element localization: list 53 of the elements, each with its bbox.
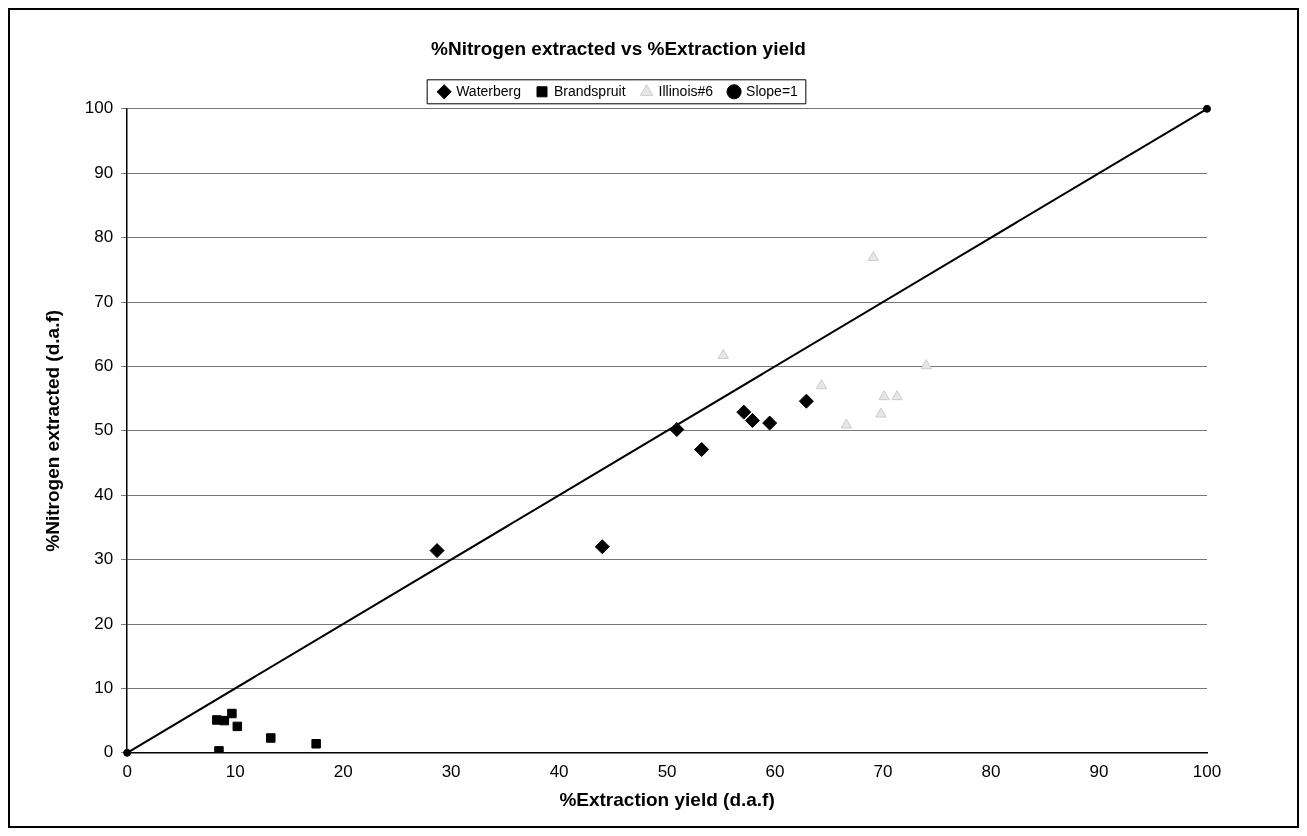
point <box>429 543 445 559</box>
y-tick-label: 50 <box>94 420 114 440</box>
y-tick-label: 40 <box>94 484 114 504</box>
point <box>594 539 610 555</box>
point <box>311 739 321 749</box>
x-tick-label: 40 <box>549 761 569 781</box>
y-tick-label: 90 <box>94 162 114 182</box>
point <box>219 715 230 726</box>
x-tick-label: 100 <box>1192 761 1222 781</box>
y-tick-label: 60 <box>94 356 114 376</box>
point <box>840 418 853 429</box>
point <box>232 721 243 732</box>
y-tick-label: 30 <box>94 549 114 569</box>
point <box>736 404 752 420</box>
legend-label: Slope=1 <box>746 82 799 99</box>
point <box>123 748 132 757</box>
point <box>227 708 237 719</box>
point <box>717 348 729 359</box>
point <box>867 251 880 262</box>
point <box>669 422 685 438</box>
x-tick-label: 20 <box>333 761 353 781</box>
x-tick-label: 0 <box>122 761 132 781</box>
point <box>920 359 932 370</box>
point <box>762 415 778 431</box>
legend-label: Brandspruit <box>554 82 626 99</box>
y-axis-title: %Nitrogen extracted (d.a.f) <box>41 309 63 552</box>
point <box>266 733 276 743</box>
y-tick-label: 100 <box>84 98 114 118</box>
point <box>875 407 887 418</box>
point <box>798 393 814 409</box>
x-tick-label: 80 <box>981 761 1001 781</box>
x-tick-label: 50 <box>657 761 677 781</box>
y-tick-label: 70 <box>94 291 114 311</box>
y-tick-label: 80 <box>94 227 114 247</box>
legend-label: Waterberg <box>456 82 522 99</box>
x-tick-label: 30 <box>441 761 461 781</box>
point <box>1203 104 1211 113</box>
y-tick-label: 10 <box>94 678 114 698</box>
y-tick-label: 20 <box>94 613 114 633</box>
x-tick-label: 10 <box>225 761 245 781</box>
y-tick-label: 0 <box>103 742 114 762</box>
x-tick-label: 70 <box>873 761 893 781</box>
point <box>891 390 903 401</box>
x-tick-label: 60 <box>765 761 785 781</box>
chart-title: %Nitrogen extracted vs %Extraction yield <box>431 37 806 59</box>
point <box>694 441 710 457</box>
point <box>744 413 760 428</box>
x-axis-title: %Extraction yield (d.a.f) <box>559 788 775 810</box>
point <box>878 390 890 401</box>
legend-label: Illinois#6 <box>658 82 714 99</box>
x-tick-label: 90 <box>1089 761 1109 781</box>
point <box>214 746 224 753</box>
point <box>815 379 828 390</box>
